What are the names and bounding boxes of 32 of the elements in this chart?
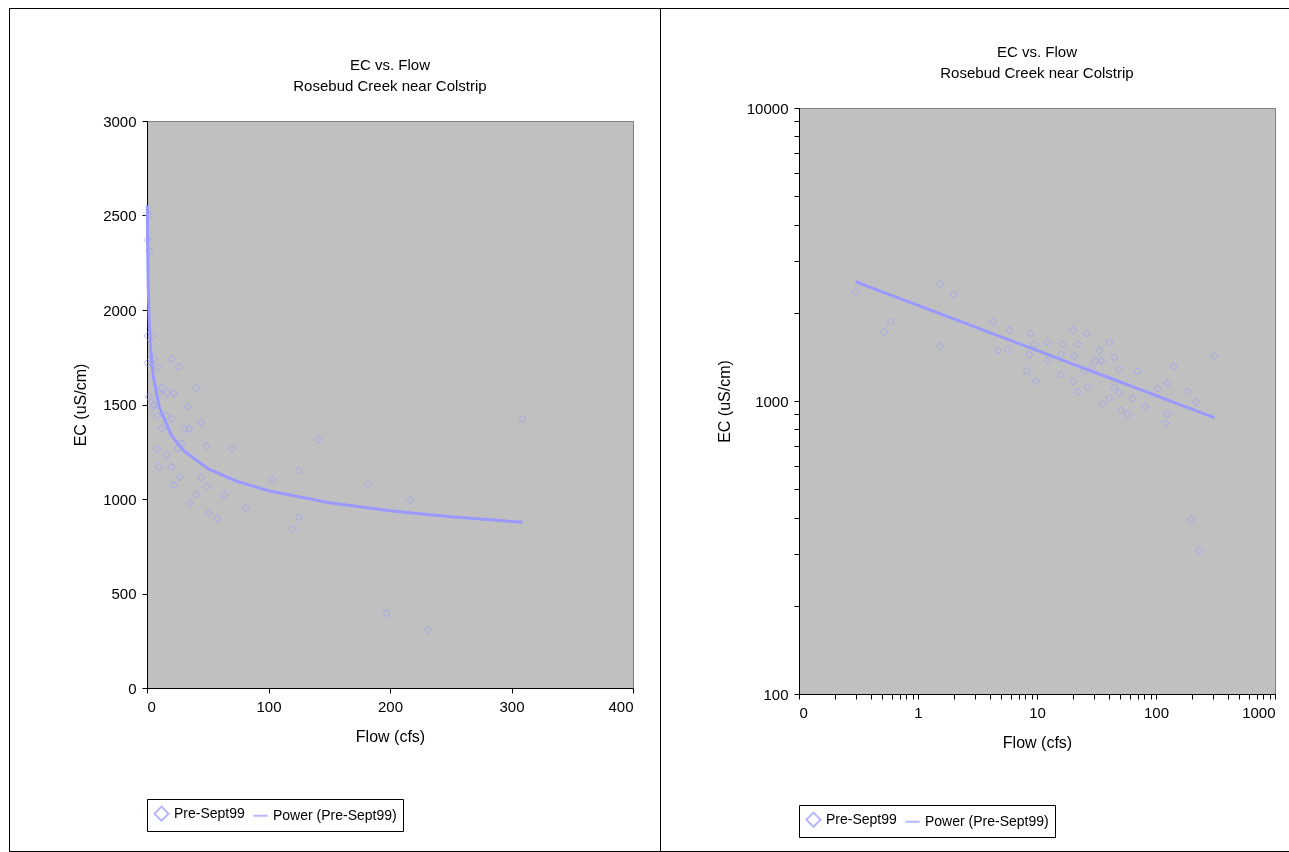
x-axis-title: Flow (cfs) <box>355 727 426 745</box>
chart-title: EC vs. Flow <box>349 56 431 73</box>
x-tick-label: 200 <box>377 697 404 715</box>
y-tick-label: 1000 <box>103 490 137 508</box>
x-tick-label: 0 <box>799 703 808 721</box>
y-tick-label: 1500 <box>103 396 137 413</box>
y-tick-label: 0 <box>128 679 137 697</box>
x-tick-label: 0 <box>147 697 156 715</box>
legend-label: Power (Pre-Sept99) <box>925 812 1049 829</box>
chart-title: EC vs. Flow <box>996 43 1078 60</box>
legend-label: Pre-Sept99 <box>826 810 898 827</box>
x-tick-label: 10 <box>1029 703 1046 721</box>
y-tick-label: 3000 <box>103 112 137 130</box>
x-tick-label: 100 <box>1143 703 1170 721</box>
y-tick-label: 10000 <box>746 99 789 117</box>
y-tick-label: 2000 <box>103 301 137 319</box>
x-tick-label: 300 <box>499 697 525 715</box>
y-axis-title: EC (uS/cm) <box>715 360 733 443</box>
x-tick-label: 1 <box>914 703 923 721</box>
x-axis-title: Flow (cfs) <box>1002 733 1073 751</box>
legend-label: Power (Pre-Sept99) <box>273 806 397 823</box>
x-tick-label: 1000 <box>1242 703 1276 721</box>
y-tick-label: 1000 <box>755 392 789 410</box>
chart-subtitle: Rosebud Creek near Colstrip <box>940 64 1134 81</box>
y-tick-label: 100 <box>763 685 789 703</box>
legend-label: Pre-Sept99 <box>174 804 246 821</box>
y-axis-title: EC (uS/cm) <box>72 363 90 447</box>
y-tick-label: 500 <box>111 585 137 602</box>
chart-subtitle: Rosebud Creek near Colstrip <box>293 77 487 94</box>
x-tick-label: 400 <box>608 697 634 715</box>
y-tick-label: 2500 <box>103 207 137 224</box>
x-tick-label: 100 <box>256 697 282 715</box>
